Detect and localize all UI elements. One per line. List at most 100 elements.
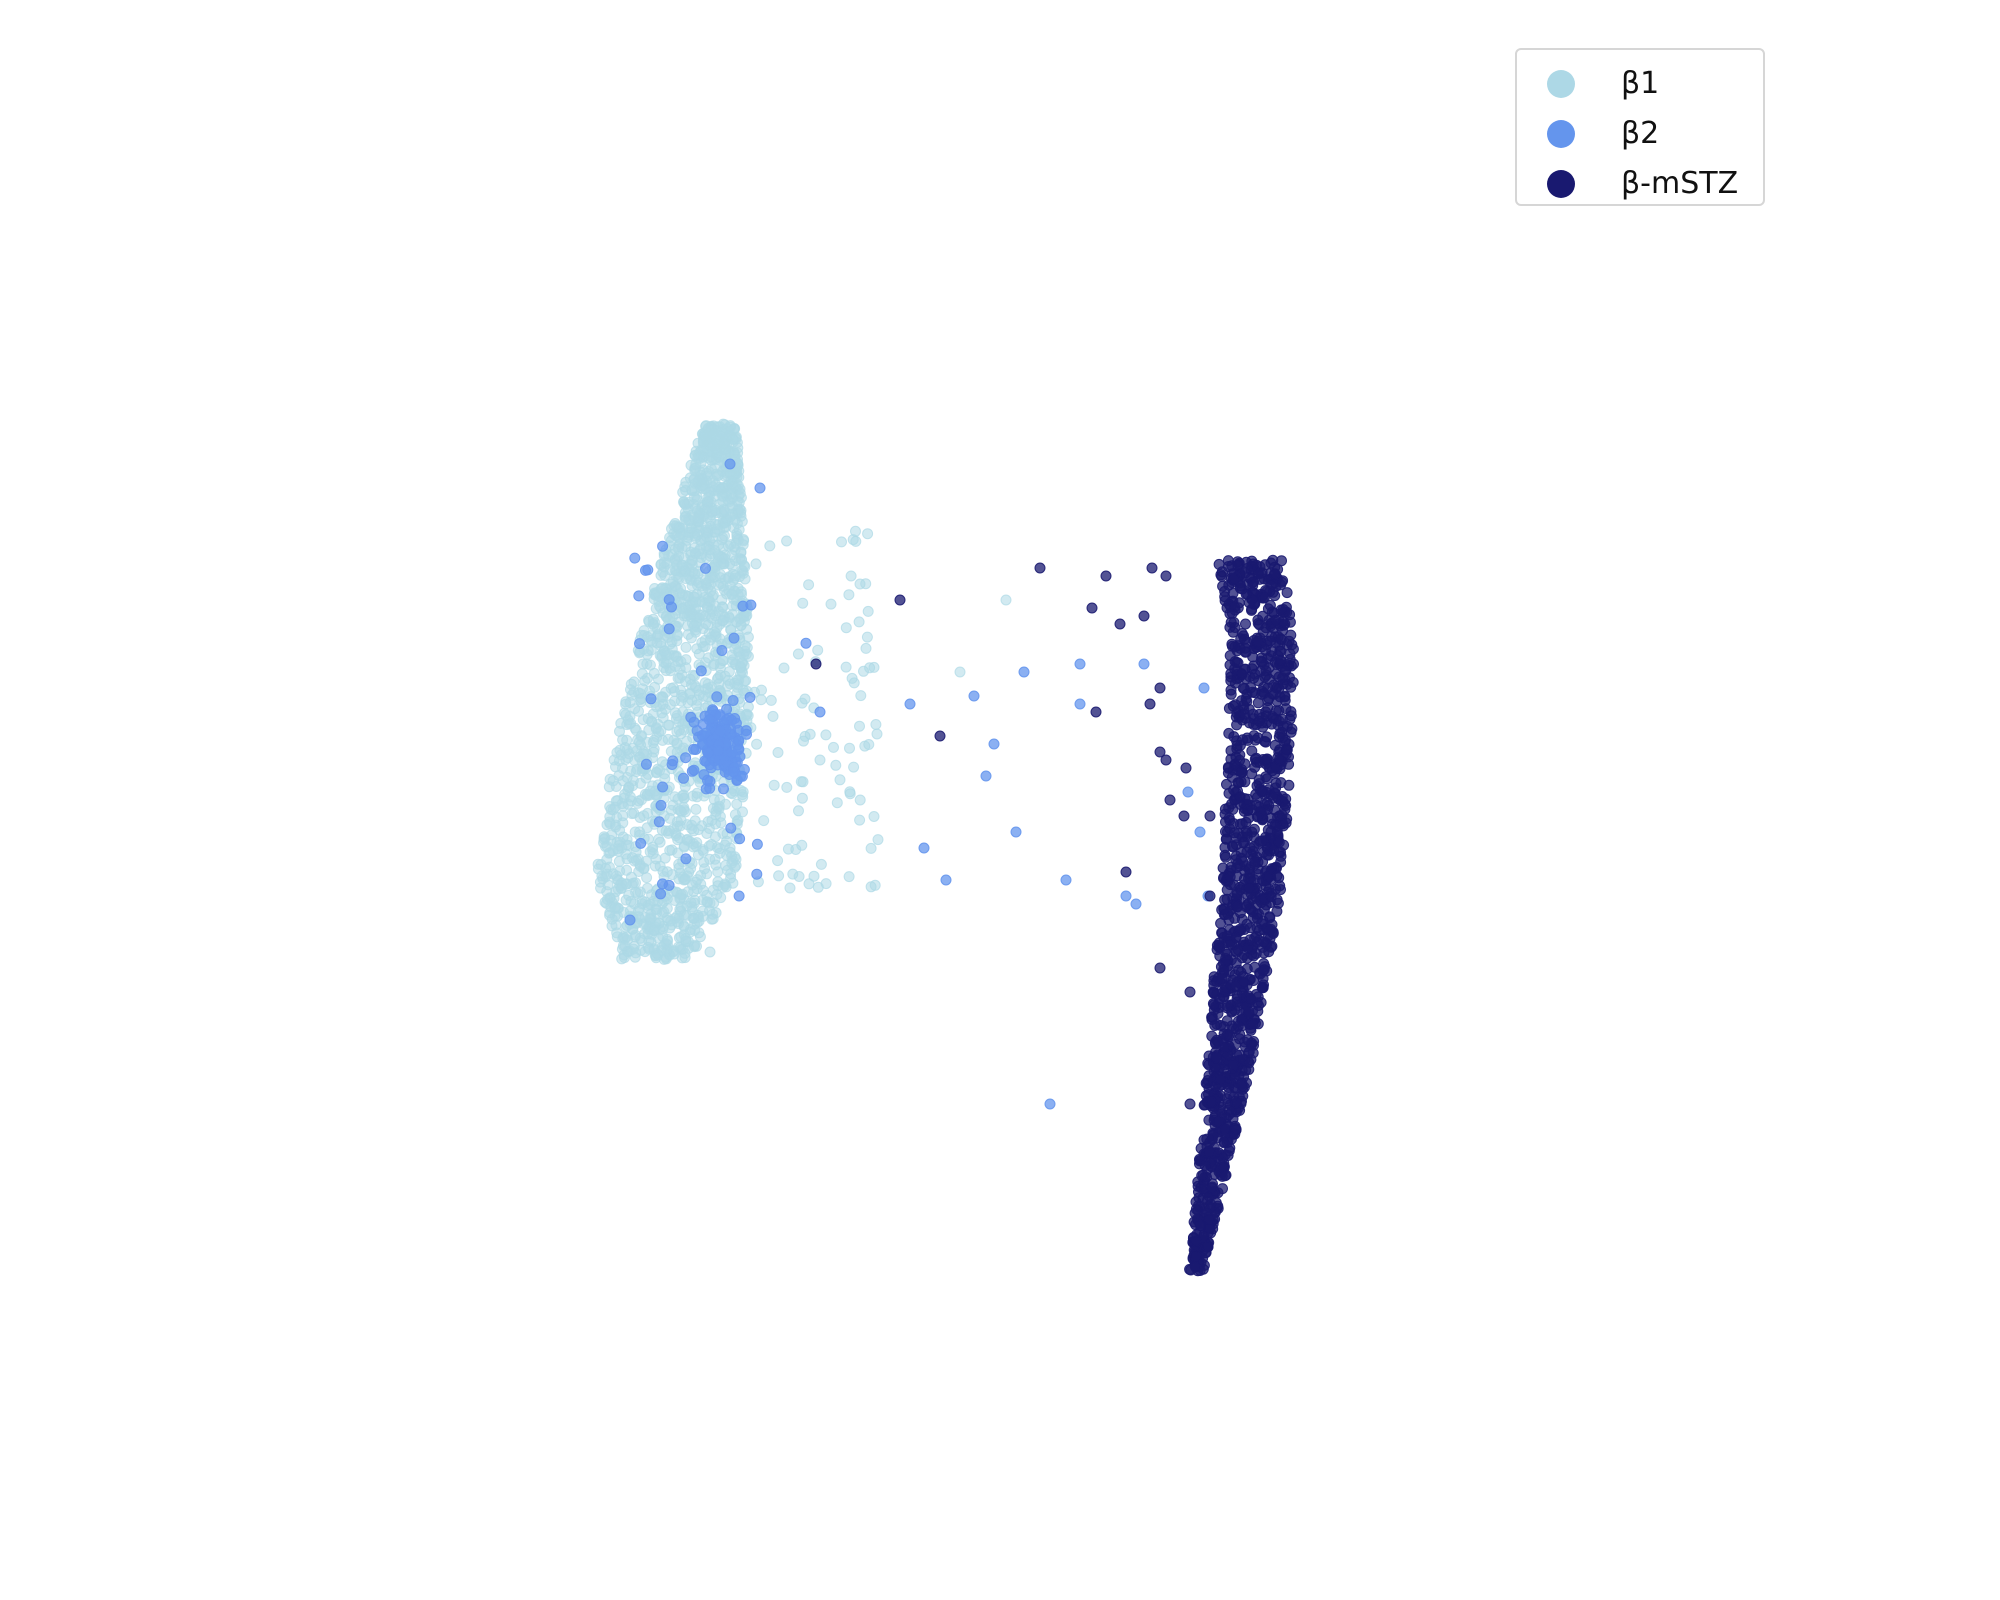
point-beta1 [667,799,679,811]
legend-label-beta-mstz: β-mSTZ [1621,166,1739,201]
point-beta-mstz [894,594,906,606]
point-beta-mstz [1258,592,1270,604]
point-beta1 [668,650,680,662]
point-beta1 [828,741,839,753]
point-beta1 [707,908,719,920]
point-beta-mstz [1237,734,1249,746]
point-beta1 [723,674,734,686]
point-beta2 [666,759,678,770]
point-beta-mstz [1232,901,1243,913]
point-beta-mstz [1246,768,1258,780]
point-beta-mstz [1208,987,1220,999]
point-beta1 [677,691,689,703]
point-beta-mstz [1273,836,1285,848]
point-beta1 [702,429,713,441]
point-beta1 [707,884,719,896]
point-beta-mstz [1234,1033,1245,1045]
point-beta1 [628,686,640,698]
point-beta1 [721,849,733,861]
point-beta1 [697,641,709,653]
point-beta1 [688,527,700,539]
point-beta-mstz [1204,810,1216,822]
point-beta1 [703,575,715,587]
point-beta1 [680,573,692,585]
point-beta-mstz [1178,810,1190,822]
point-beta-mstz [1251,811,1263,823]
point-beta2 [728,632,740,644]
point-beta-mstz [1255,655,1267,667]
point-beta1 [650,767,662,779]
point-beta2 [653,816,665,828]
point-beta1 [765,694,777,706]
point-beta2 [703,714,715,726]
point-beta2 [688,743,700,755]
point-beta-mstz [1234,923,1246,935]
point-beta1 [713,678,725,690]
point-beta2 [711,691,723,703]
point-beta1 [662,935,674,947]
point-beta-mstz [1236,818,1248,830]
point-beta1 [854,794,866,806]
point-beta1 [697,905,709,917]
point-beta-mstz [1229,1071,1241,1083]
point-beta1 [677,562,689,574]
point-beta-mstz [1203,1147,1215,1158]
point-beta1 [689,596,701,608]
point-beta1 [696,479,708,491]
point-beta1 [784,882,796,894]
point-beta1 [812,644,824,656]
point-beta1 [845,570,857,582]
point-beta1 [643,614,655,626]
point-beta-mstz [1230,1123,1242,1135]
point-beta-mstz [1228,573,1240,585]
point-beta2 [704,775,716,787]
point-beta1 [678,921,690,933]
point-beta-mstz [1219,1123,1231,1135]
point-beta-mstz [1241,952,1253,964]
point-beta1 [795,776,807,788]
legend-swatch-beta2 [1547,120,1575,148]
point-beta-mstz [1250,752,1262,764]
point-beta-mstz [1223,1082,1235,1093]
point-beta-mstz [1223,812,1235,824]
point-beta-mstz [1164,794,1176,806]
point-beta-mstz [1258,936,1270,948]
point-beta1 [803,579,815,591]
point-beta-mstz [1269,568,1281,580]
point-beta2 [904,698,916,710]
point-beta2 [688,764,700,776]
point-beta1 [772,747,784,758]
point-beta1 [668,734,680,746]
point-beta1 [830,759,842,771]
point-beta1 [726,588,738,600]
point-beta1 [656,756,668,768]
point-beta1 [675,583,687,594]
point-beta-mstz [1276,809,1288,821]
point-beta1 [624,710,636,722]
point-beta1 [726,656,738,668]
point-beta1 [736,554,748,566]
point-beta1 [697,623,709,635]
point-beta-mstz [1247,912,1259,924]
point-beta2 [745,599,757,611]
point-beta1 [703,840,715,852]
point-beta2 [716,645,728,656]
legend-label-beta2: β2 [1621,116,1660,151]
point-beta-mstz [1264,599,1276,611]
point-beta1 [636,794,647,806]
point-beta-mstz [1219,1170,1231,1182]
point-beta-mstz [1269,614,1281,626]
point-beta1 [850,525,861,537]
point-beta2 [695,665,707,677]
point-beta1 [854,578,866,590]
point-beta1 [734,487,746,499]
point-beta2 [640,758,652,770]
point-beta-mstz [1275,654,1286,666]
point-beta1 [758,815,770,827]
point-beta1 [654,836,666,848]
point-beta1 [751,738,763,750]
point-beta2 [714,709,726,721]
point-beta-mstz [1160,570,1172,582]
point-beta-mstz [1242,562,1254,574]
point-beta1 [624,791,636,803]
